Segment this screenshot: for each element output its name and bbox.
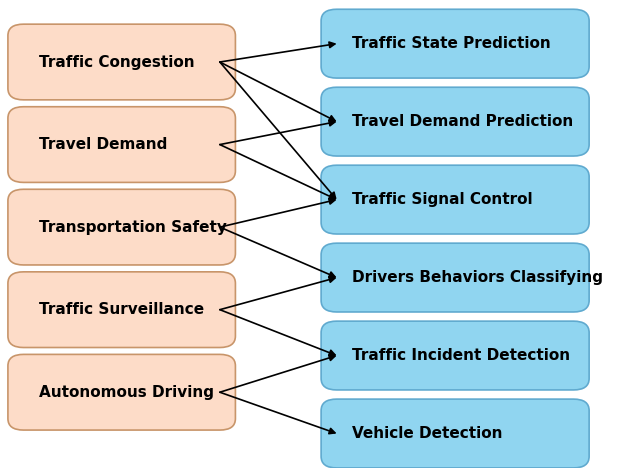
Text: Travel Demand Prediction: Travel Demand Prediction	[352, 114, 574, 129]
FancyBboxPatch shape	[8, 189, 235, 265]
FancyBboxPatch shape	[8, 354, 235, 430]
FancyBboxPatch shape	[321, 399, 589, 468]
Text: Travel Demand: Travel Demand	[39, 137, 167, 152]
FancyBboxPatch shape	[321, 321, 589, 390]
Text: Traffic Signal Control: Traffic Signal Control	[352, 192, 533, 207]
Text: Traffic State Prediction: Traffic State Prediction	[352, 36, 551, 51]
Text: Vehicle Detection: Vehicle Detection	[352, 426, 503, 441]
FancyBboxPatch shape	[8, 107, 235, 183]
Text: Traffic Congestion: Traffic Congestion	[39, 54, 195, 70]
Text: Transportation Safety: Transportation Safety	[39, 219, 227, 234]
FancyBboxPatch shape	[321, 87, 589, 156]
Text: Traffic Surveillance: Traffic Surveillance	[39, 302, 204, 317]
FancyBboxPatch shape	[8, 272, 235, 348]
FancyBboxPatch shape	[321, 9, 589, 78]
FancyBboxPatch shape	[8, 24, 235, 100]
Text: Autonomous Driving: Autonomous Driving	[39, 385, 214, 400]
FancyBboxPatch shape	[321, 243, 589, 312]
Text: Drivers Behaviors Classifying: Drivers Behaviors Classifying	[352, 270, 604, 285]
FancyBboxPatch shape	[321, 165, 589, 234]
Text: Traffic Incident Detection: Traffic Incident Detection	[352, 348, 570, 363]
